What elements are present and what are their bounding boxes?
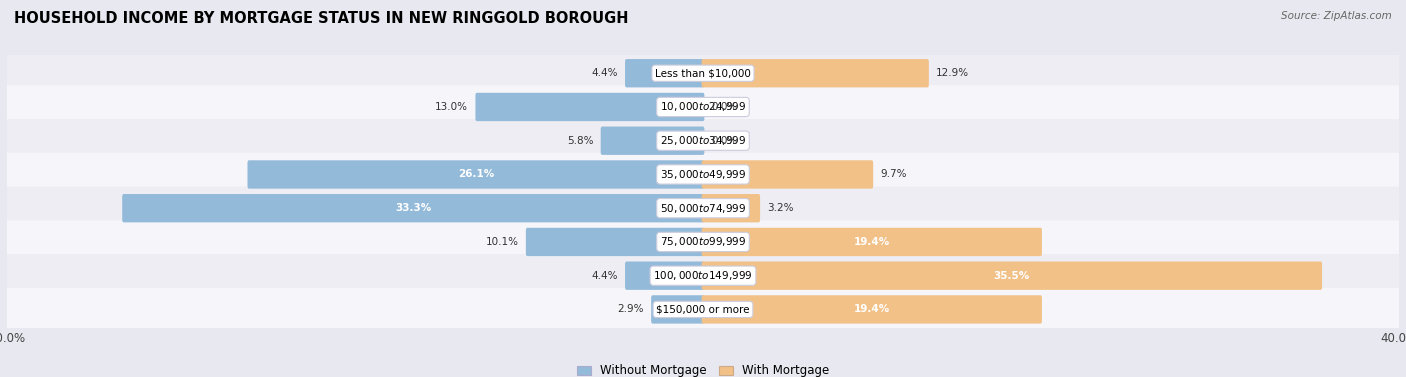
Text: 2.9%: 2.9% xyxy=(617,305,644,314)
Text: 26.1%: 26.1% xyxy=(458,169,494,179)
Text: 4.4%: 4.4% xyxy=(592,68,617,78)
Text: 35.5%: 35.5% xyxy=(994,271,1031,281)
Legend: Without Mortgage, With Mortgage: Without Mortgage, With Mortgage xyxy=(572,360,834,377)
Text: 3.2%: 3.2% xyxy=(768,203,794,213)
FancyBboxPatch shape xyxy=(626,59,704,87)
Text: $25,000 to $34,999: $25,000 to $34,999 xyxy=(659,134,747,147)
Text: Source: ZipAtlas.com: Source: ZipAtlas.com xyxy=(1281,11,1392,21)
FancyBboxPatch shape xyxy=(0,220,1406,264)
Text: 12.9%: 12.9% xyxy=(936,68,969,78)
FancyBboxPatch shape xyxy=(702,194,761,222)
Text: HOUSEHOLD INCOME BY MORTGAGE STATUS IN NEW RINGGOLD BOROUGH: HOUSEHOLD INCOME BY MORTGAGE STATUS IN N… xyxy=(14,11,628,26)
Text: 0.0%: 0.0% xyxy=(711,136,738,146)
FancyBboxPatch shape xyxy=(247,160,704,188)
FancyBboxPatch shape xyxy=(626,262,704,290)
FancyBboxPatch shape xyxy=(526,228,704,256)
Text: 10.1%: 10.1% xyxy=(485,237,519,247)
FancyBboxPatch shape xyxy=(0,153,1406,196)
Text: 0.0%: 0.0% xyxy=(711,102,738,112)
Text: Less than $10,000: Less than $10,000 xyxy=(655,68,751,78)
FancyBboxPatch shape xyxy=(702,160,873,188)
Text: 19.4%: 19.4% xyxy=(853,237,890,247)
Text: $50,000 to $74,999: $50,000 to $74,999 xyxy=(659,202,747,215)
FancyBboxPatch shape xyxy=(0,187,1406,230)
Text: 13.0%: 13.0% xyxy=(434,102,468,112)
FancyBboxPatch shape xyxy=(122,194,704,222)
FancyBboxPatch shape xyxy=(702,228,1042,256)
FancyBboxPatch shape xyxy=(702,295,1042,323)
FancyBboxPatch shape xyxy=(0,254,1406,297)
Text: 9.7%: 9.7% xyxy=(880,169,907,179)
Text: 33.3%: 33.3% xyxy=(395,203,432,213)
Text: $10,000 to $24,999: $10,000 to $24,999 xyxy=(659,100,747,113)
FancyBboxPatch shape xyxy=(0,119,1406,162)
FancyBboxPatch shape xyxy=(702,262,1322,290)
Text: $75,000 to $99,999: $75,000 to $99,999 xyxy=(659,236,747,248)
Text: 19.4%: 19.4% xyxy=(853,305,890,314)
Text: $100,000 to $149,999: $100,000 to $149,999 xyxy=(654,269,752,282)
Text: $150,000 or more: $150,000 or more xyxy=(657,305,749,314)
FancyBboxPatch shape xyxy=(0,288,1406,331)
FancyBboxPatch shape xyxy=(475,93,704,121)
Text: $35,000 to $49,999: $35,000 to $49,999 xyxy=(659,168,747,181)
FancyBboxPatch shape xyxy=(600,127,704,155)
FancyBboxPatch shape xyxy=(0,85,1406,129)
FancyBboxPatch shape xyxy=(0,52,1406,95)
FancyBboxPatch shape xyxy=(651,295,704,323)
Text: 4.4%: 4.4% xyxy=(592,271,617,281)
FancyBboxPatch shape xyxy=(702,59,929,87)
Text: 5.8%: 5.8% xyxy=(567,136,593,146)
